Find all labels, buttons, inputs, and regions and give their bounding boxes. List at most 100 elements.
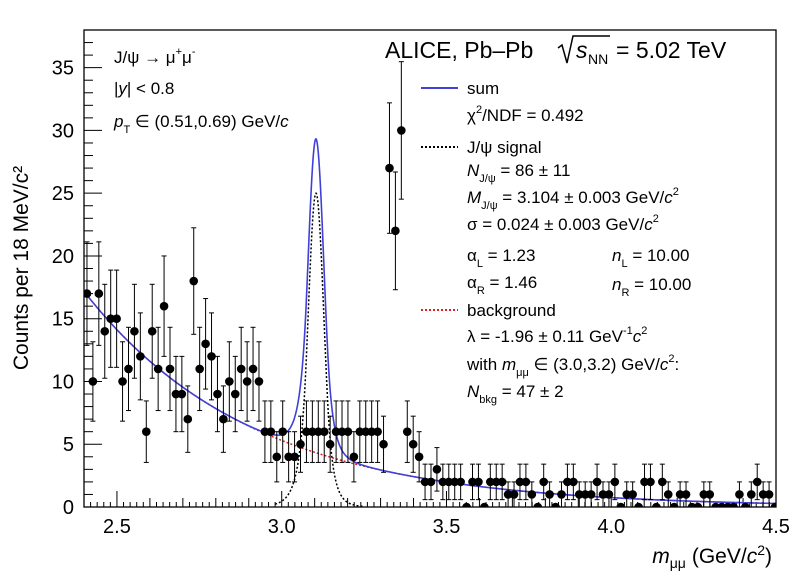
- legend-n-bkg: Nbkg = 47 ± 2: [467, 382, 564, 406]
- data-point: [183, 414, 193, 424]
- data-point: [84, 289, 92, 298]
- data-point: [741, 502, 750, 507]
- data-point: [521, 477, 531, 487]
- data-point: [242, 377, 252, 386]
- data-point: [735, 490, 744, 499]
- legend: sum χ2/NDF = 0.492 J/ψ signal NJ/ψ = 86 …: [421, 79, 691, 406]
- data-point: [373, 427, 382, 436]
- decay-label: J/ψ → μ+μ-: [114, 46, 196, 67]
- data-point: [598, 490, 608, 499]
- data-point: [361, 427, 371, 436]
- data-point: [343, 427, 353, 436]
- data-point: [171, 389, 181, 399]
- data-point: [444, 477, 454, 487]
- x-tick-label: 4.5: [762, 516, 790, 538]
- data-point: [658, 477, 667, 487]
- data-points: [84, 61, 792, 512]
- legend-sigma: σ = 0.024 ± 0.003 GeV/c2: [467, 213, 659, 234]
- data-point: [705, 490, 715, 499]
- legend-alpha-l: αL = 1.23: [467, 246, 535, 270]
- data-point: [355, 427, 365, 436]
- data-point: [195, 364, 204, 374]
- svg-text:ALICE, Pb–Pb: ALICE, Pb–Pb: [385, 37, 533, 63]
- data-point: [693, 502, 703, 507]
- data-point: [764, 490, 774, 499]
- data-point: [675, 490, 685, 499]
- y-tick-label: 10: [52, 371, 74, 393]
- data-point: [616, 502, 626, 507]
- data-point: [130, 326, 139, 336]
- data-point: [391, 226, 400, 236]
- data-point: [379, 439, 388, 449]
- y-axis: 0 5 10 15 20 25 30 35: [52, 29, 102, 519]
- data-point: [450, 477, 460, 487]
- legend-alpha-r: αR = 1.46: [467, 273, 537, 297]
- data-point: [313, 427, 323, 436]
- data-point: [278, 427, 288, 436]
- data-point: [456, 477, 465, 487]
- data-point: [604, 490, 614, 499]
- data-point: [480, 502, 489, 507]
- x-axis: 2.5 3.0 3.5 4.0 4.5: [83, 491, 790, 538]
- data-point: [783, 490, 792, 499]
- y-tick-label: 25: [52, 183, 74, 205]
- data-point: [201, 339, 210, 349]
- data-point: [545, 490, 554, 499]
- data-point: [106, 314, 115, 324]
- data-point: [509, 490, 519, 499]
- data-point: [219, 414, 228, 424]
- data-point: [118, 377, 127, 386]
- y-axis-label: Counts per 18 MeV/c²: [10, 166, 33, 370]
- data-point: [385, 163, 394, 173]
- data-point: [88, 377, 98, 386]
- pt-label: pT ∈ (0.51,0.69) GeV/c: [113, 112, 289, 136]
- data-point: [302, 427, 311, 436]
- data-point: [557, 490, 566, 499]
- y-tick-label: 0: [63, 497, 74, 519]
- data-point: [331, 427, 341, 436]
- legend-m-jpsi: MJ/ψ = 3.104 ± 0.003 GeV/c2: [467, 186, 679, 212]
- data-point: [254, 377, 264, 386]
- data-point: [438, 477, 448, 487]
- data-point: [777, 503, 786, 512]
- data-point: [770, 502, 776, 507]
- y-tick-label: 5: [63, 434, 74, 456]
- data-point: [367, 427, 376, 436]
- data-point: [652, 502, 661, 507]
- data-point: [497, 477, 507, 487]
- data-point: [628, 490, 637, 499]
- y-tick-label: 20: [52, 246, 74, 268]
- data-point: [319, 427, 329, 436]
- data-point: [592, 477, 602, 487]
- data-point: [669, 502, 679, 507]
- data-point: [468, 477, 477, 487]
- data-point: [586, 490, 596, 499]
- data-point: [272, 452, 282, 462]
- data-point: [136, 352, 145, 361]
- data-point: [94, 289, 104, 298]
- data-point: [147, 326, 157, 336]
- data-point: [486, 477, 495, 487]
- data-point: [640, 477, 649, 487]
- data-point: [580, 490, 590, 499]
- svg-text:s: s: [576, 37, 588, 63]
- data-point: [681, 490, 691, 499]
- data-point: [491, 477, 501, 487]
- data-point: [408, 439, 418, 449]
- data-point: [729, 502, 738, 507]
- y-tick-label: 15: [52, 309, 74, 331]
- data-point: [426, 477, 436, 487]
- data-point: [551, 502, 560, 507]
- legend-n-jpsi: NJ/ψ = 86 ± 11: [467, 161, 570, 185]
- data-point: [462, 502, 471, 507]
- data-point: [248, 364, 258, 374]
- x-tick-label: 3.0: [268, 516, 296, 538]
- data-point: [574, 490, 584, 499]
- svg-text:= 5.02 TeV: = 5.02 TeV: [616, 37, 727, 63]
- legend-lambda: λ = -1.96 ± 0.11 GeV-1c2: [467, 325, 647, 346]
- data-point: [308, 427, 317, 436]
- data-point: [189, 276, 199, 286]
- data-point: [165, 364, 175, 374]
- rapidity-label: |y| < 0.8: [114, 79, 174, 98]
